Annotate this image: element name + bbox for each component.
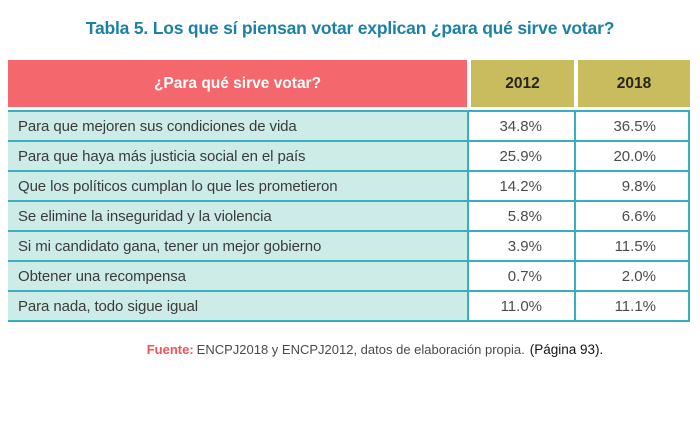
source-label: Fuente: (146, 342, 194, 357)
row-value-2018: 9.8% (574, 172, 690, 200)
row-value-2018: 2.0% (574, 262, 690, 290)
row-value-2018: 36.5% (574, 112, 690, 140)
table-row: Obtener una recompensa 0.7% 2.0% (8, 262, 690, 292)
header-2012-cell: 2012 (467, 60, 574, 107)
row-value-2012: 11.0% (467, 292, 574, 320)
row-value-2012: 5.8% (467, 202, 574, 230)
source-note: Fuente: ENCPJ2018 y ENCPJ2012, datos de e… (0, 342, 700, 357)
row-value-2012: 25.9% (467, 142, 574, 170)
row-value-2018: 20.0% (574, 142, 690, 170)
table-title: Tabla 5. Los que sí piensan votar explic… (85, 18, 615, 38)
table-row: Para que mejoren sus condiciones de vida… (8, 112, 690, 142)
table-header-row: ¿Para qué sirve votar? 2012 2018 (8, 60, 690, 107)
row-label: Que los políticos cumplan lo que les pro… (8, 172, 467, 200)
source-text: ENCPJ2018 y ENCPJ2012, datos de elaborac… (196, 342, 525, 357)
row-label: Para nada, todo sigue igual (8, 292, 467, 320)
row-value-2012: 3.9% (467, 232, 574, 260)
table-row: Para nada, todo sigue igual 11.0% 11.1% (8, 292, 690, 322)
table-row: Se elimine la inseguridad y la violencia… (8, 202, 690, 232)
header-2018-cell: 2018 (574, 60, 690, 107)
row-value-2018: 11.5% (574, 232, 690, 260)
row-value-2012: 34.8% (467, 112, 574, 140)
header-question-cell: ¿Para qué sirve votar? (8, 60, 467, 107)
data-table: ¿Para qué sirve votar? 2012 2018 Para qu… (8, 60, 690, 322)
row-value-2012: 0.7% (467, 262, 574, 290)
row-label: Obtener una recompensa (8, 262, 467, 290)
row-label: Para que haya más justicia social en el … (8, 142, 467, 170)
table-row: Que los políticos cumplan lo que les pro… (8, 172, 690, 202)
row-value-2018: 11.1% (574, 292, 690, 320)
page-reference: (Página 93). (529, 342, 604, 357)
table-row: Si mi candidato gana, tener un mejor gob… (8, 232, 690, 262)
row-value-2018: 6.6% (574, 202, 690, 230)
row-label: Para que mejoren sus condiciones de vida (8, 112, 467, 140)
row-label: Si mi candidato gana, tener un mejor gob… (8, 232, 467, 260)
row-value-2012: 14.2% (467, 172, 574, 200)
table-body: Para que mejoren sus condiciones de vida… (8, 110, 690, 322)
row-label: Se elimine la inseguridad y la violencia (8, 202, 467, 230)
table-row: Para que haya más justicia social en el … (8, 142, 690, 172)
